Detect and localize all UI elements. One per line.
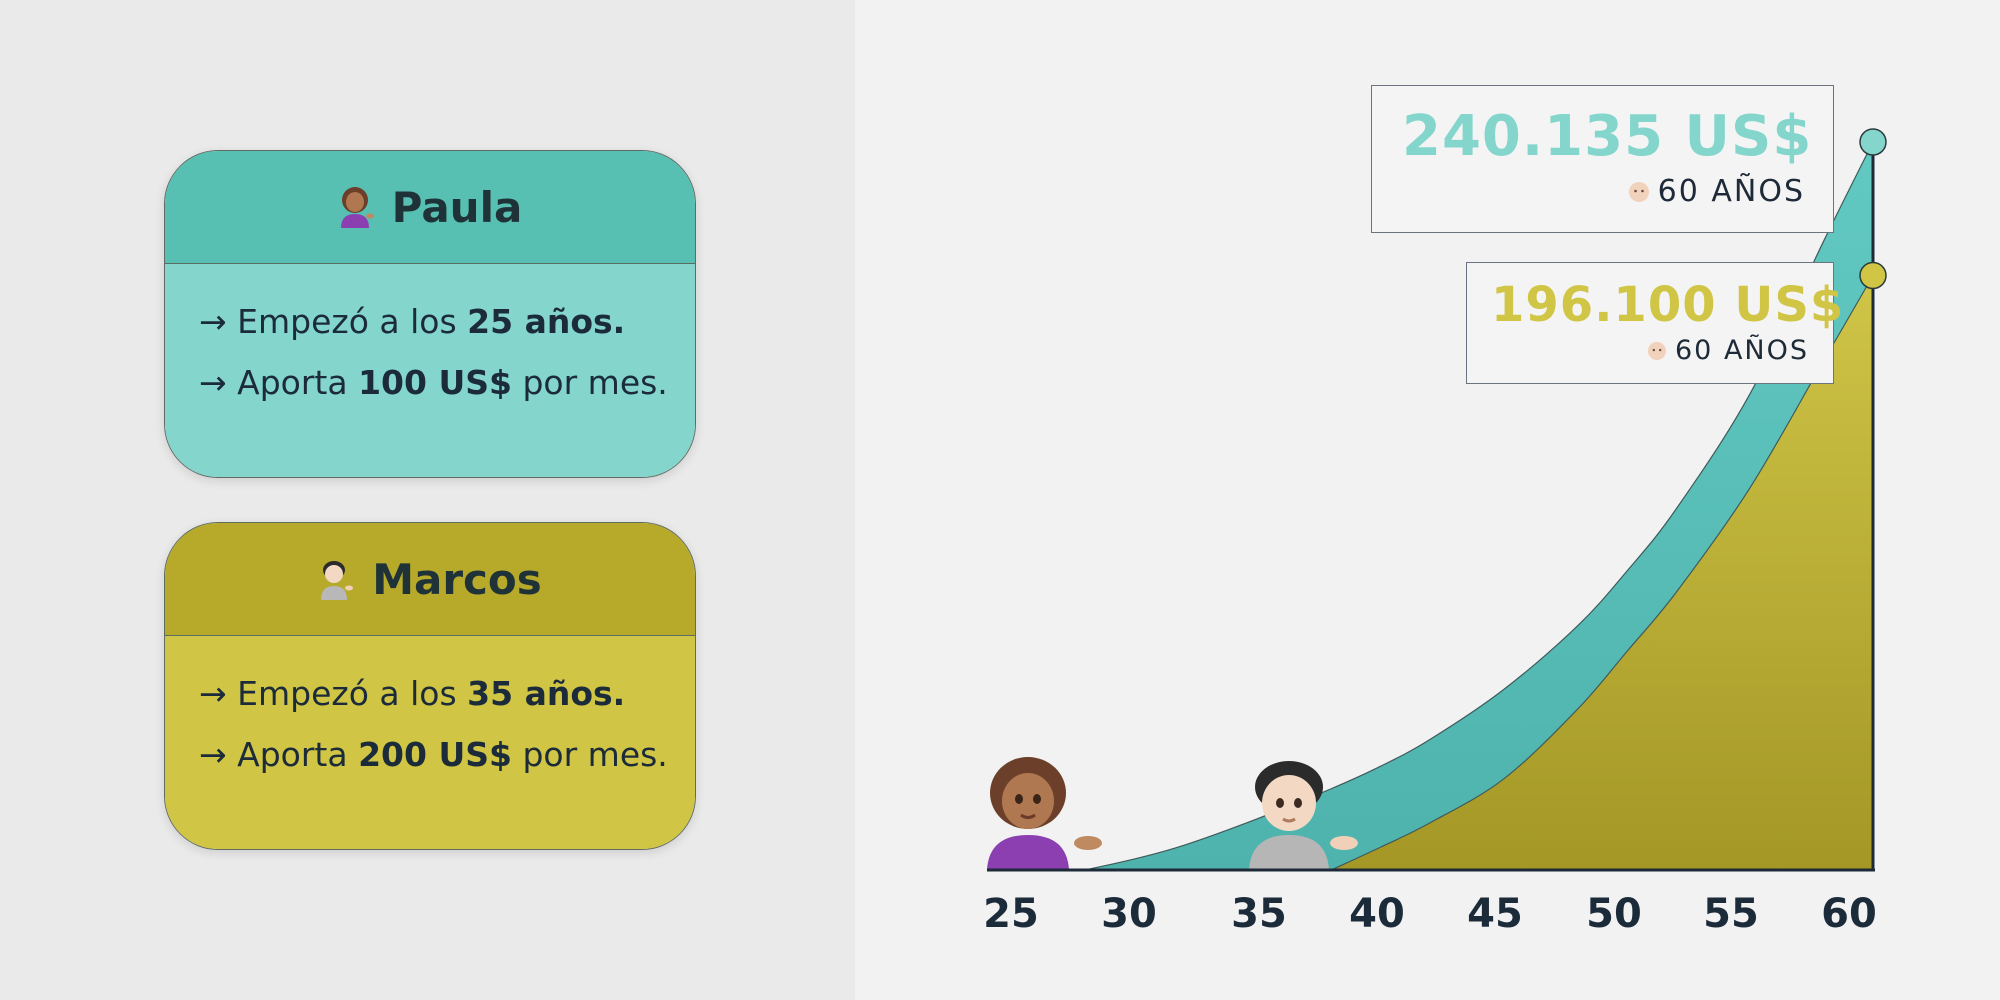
marcos-figure-icon: [1249, 761, 1358, 870]
x-tick-label: 30: [1101, 891, 1157, 937]
x-tick-label: 35: [1231, 891, 1287, 937]
x-tick-label: 50: [1586, 891, 1642, 937]
paula-card-body: → Empezó a los 25 años. → Aporta 100 US$…: [165, 264, 695, 477]
x-tick-label: 60: [1821, 891, 1877, 937]
x-tick-label: 55: [1703, 891, 1759, 937]
x-tick-label: 40: [1349, 891, 1405, 937]
woman-tipping-hand-icon: [340, 187, 374, 228]
paula-card-header: Paula: [165, 151, 695, 264]
marcos-name: Marcos: [372, 554, 542, 604]
paula-end-marker: [1859, 128, 1887, 156]
paula-card: Paula → Empezó a los 25 años. → Aporta 1…: [164, 150, 696, 478]
paula-final-age: 60 AÑOS: [1628, 174, 1805, 209]
paula-figure-icon: [987, 757, 1102, 870]
marcos-final-age: 60 AÑOS: [1647, 335, 1809, 366]
marcos-card: Marcos → Empezó a los 35 años. → Aporta …: [164, 522, 696, 850]
paula-contribution-line: → Aporta 100 US$ por mes.: [199, 363, 668, 402]
marcos-start-line: → Empezó a los 35 años.: [199, 674, 626, 713]
marcos-line: [1330, 275, 1874, 871]
older-person-icon: [1647, 341, 1667, 360]
older-person-icon: [1628, 181, 1649, 202]
marcos-card-body: → Empezó a los 35 años. → Aporta 200 US$…: [165, 636, 695, 849]
marcos-final-callout: 196.100 US$ 60 AÑOS: [1466, 262, 1843, 384]
paula-final-value: 240.135 US$: [1402, 104, 1813, 169]
marcos-contribution-line: → Aporta 200 US$ por mes.: [199, 735, 668, 774]
series-layer: [1084, 141, 1874, 871]
marcos-end-marker: [1859, 261, 1887, 290]
paula-name: Paula: [391, 182, 523, 232]
marcos-card-header: Marcos: [165, 523, 695, 636]
people-layer: [987, 757, 1358, 870]
x-tick-label: 25: [983, 891, 1039, 937]
x-tick-label: 45: [1467, 891, 1523, 937]
paula-start-line: → Empezó a los 25 años.: [199, 302, 626, 341]
person-tipping-hand-icon: [321, 561, 354, 600]
marcos-area: [1331, 275, 1873, 870]
paula-final-callout: 240.135 US$ 60 AÑOS: [1371, 85, 1834, 233]
marcos-final-value: 196.100 US$: [1491, 277, 1845, 333]
axis-layer: 25 30 35 40 45 50 55 60: [983, 128, 1887, 937]
